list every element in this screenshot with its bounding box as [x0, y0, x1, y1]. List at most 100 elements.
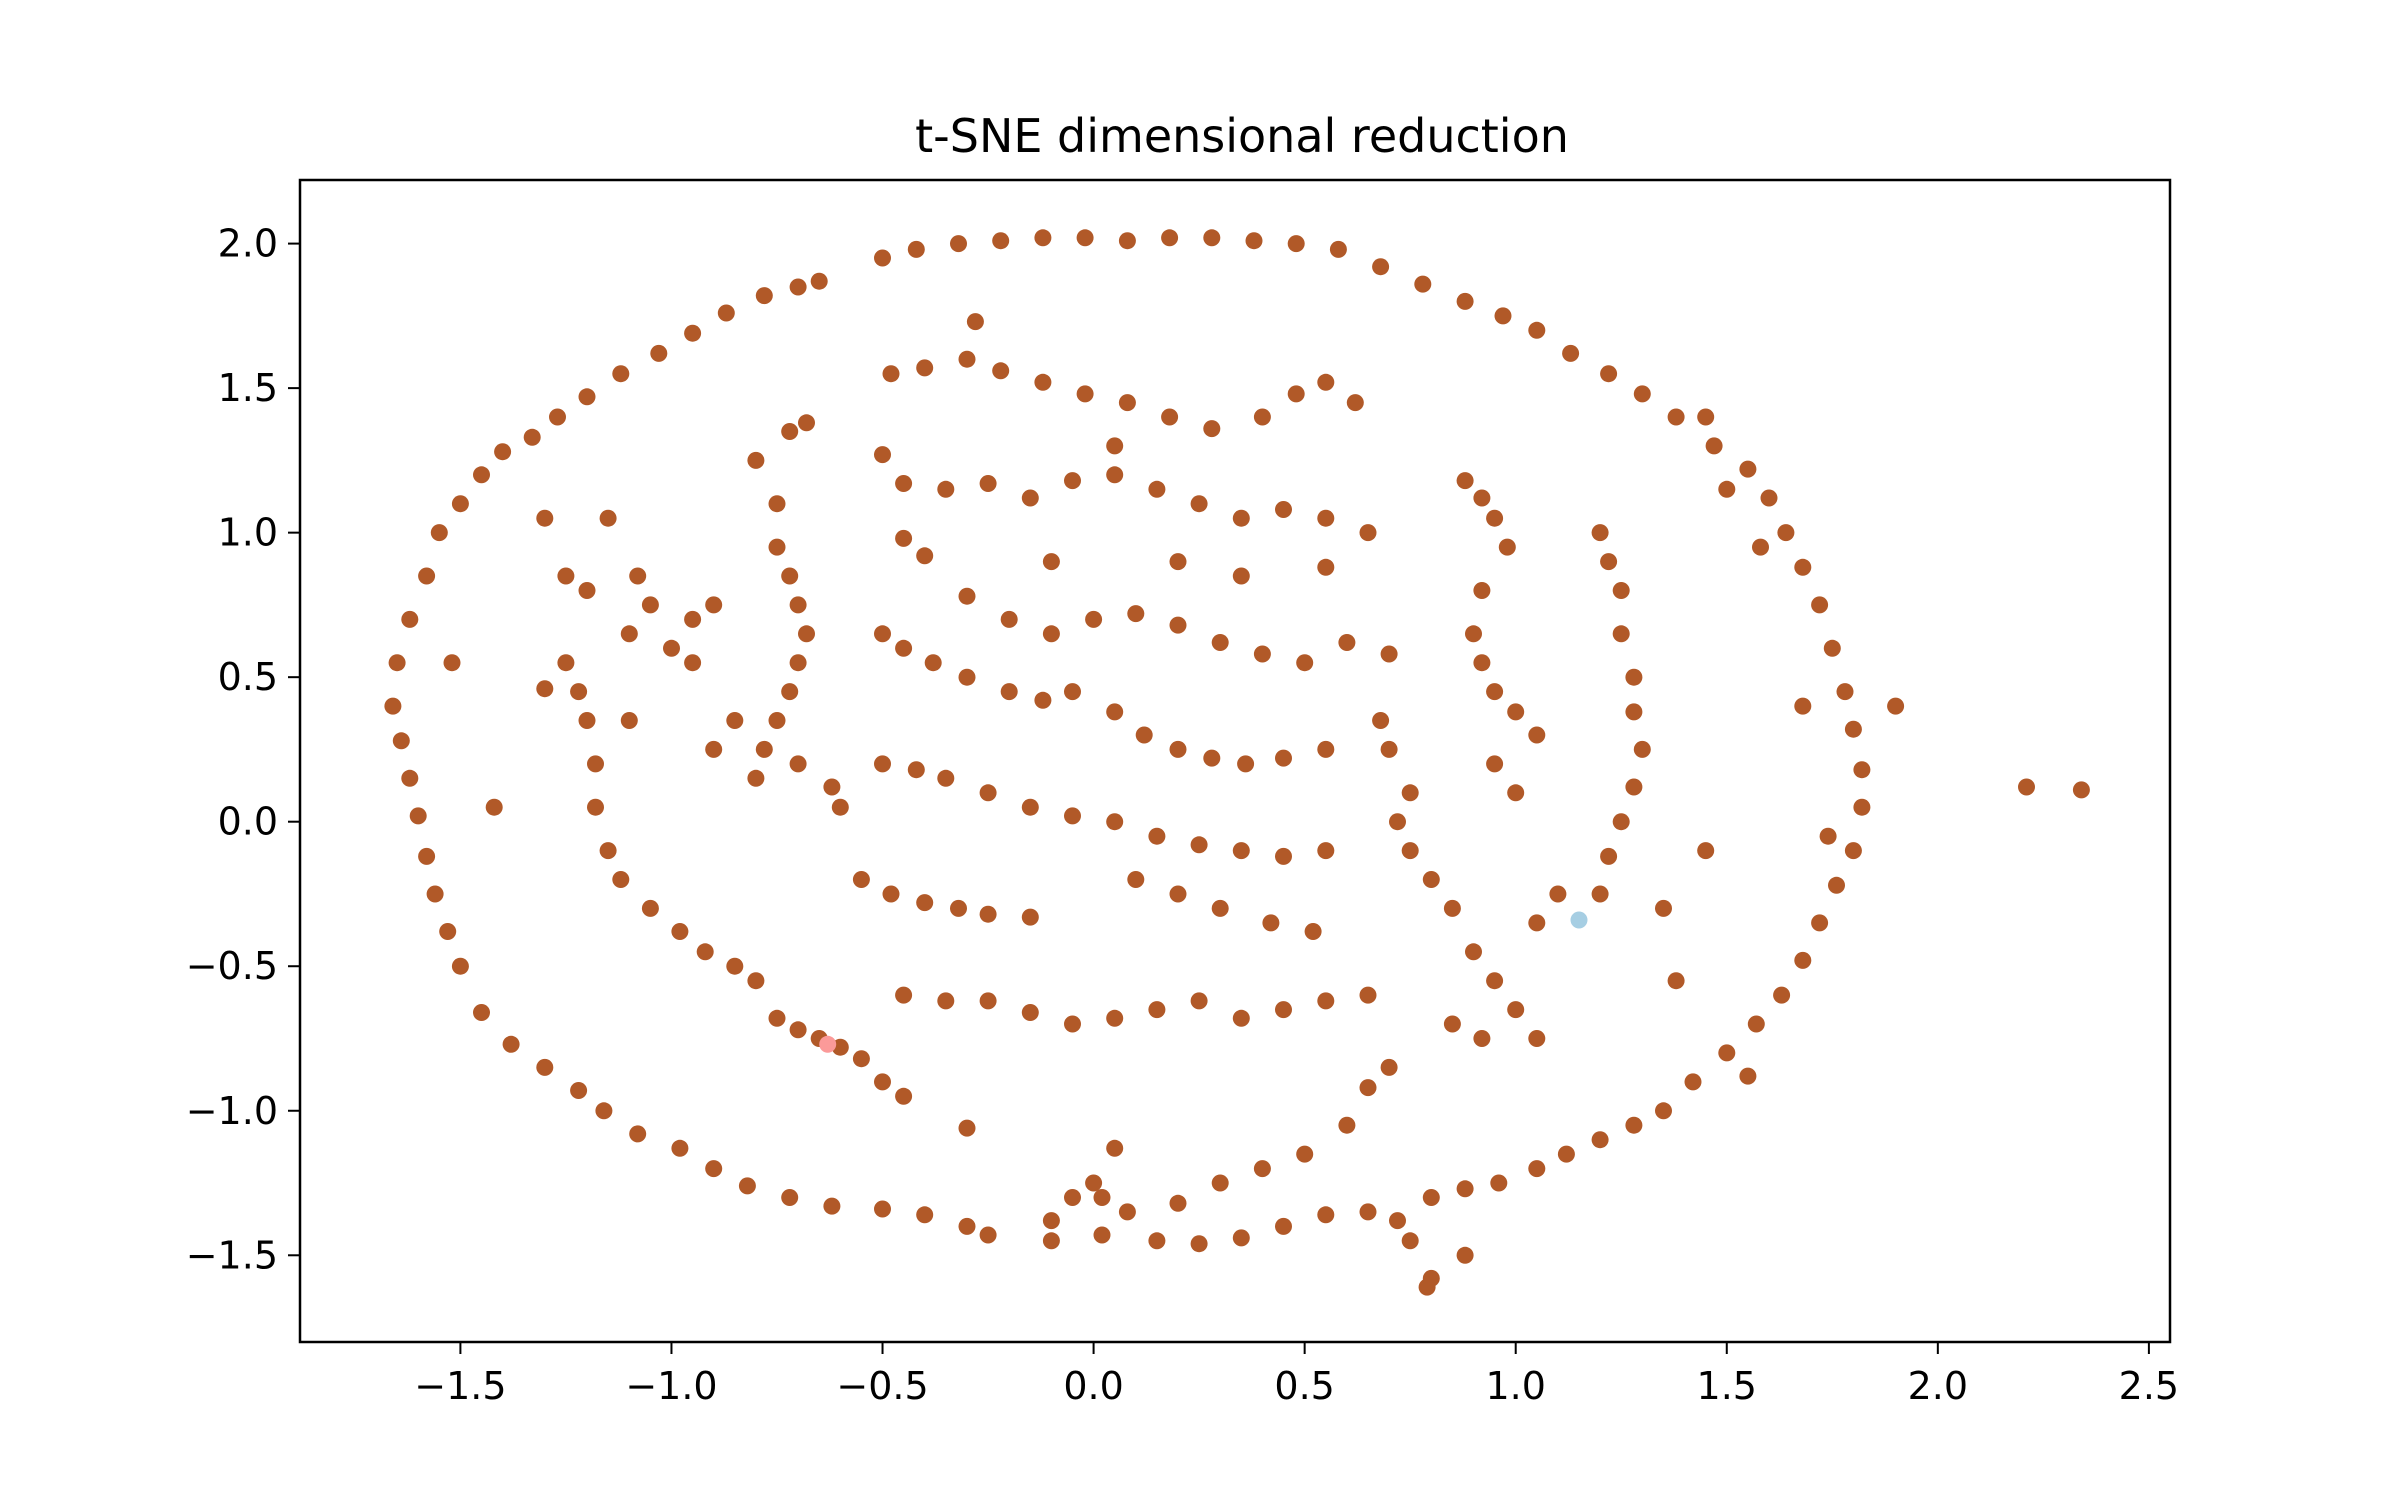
- scatter-point: [549, 408, 566, 426]
- scatter-point: [1465, 625, 1482, 643]
- scatter-point: [1844, 842, 1862, 860]
- scatter-point: [1253, 645, 1271, 663]
- scatter-point: [1697, 408, 1715, 426]
- scatter-point: [1211, 899, 1229, 917]
- scatter-point: [1287, 385, 1305, 403]
- scatter-point: [1317, 1206, 1335, 1224]
- scatter-point: [1021, 798, 1039, 816]
- scatter-point: [671, 923, 689, 940]
- scatter-point: [418, 847, 436, 865]
- scatter-point: [1190, 836, 1208, 854]
- scatter-point: [924, 654, 942, 672]
- scatter-point: [1655, 899, 1672, 917]
- scatter-point: [781, 423, 799, 440]
- scatter-point: [937, 480, 955, 498]
- scatter-point: [1262, 914, 1280, 932]
- scatter-point: [1106, 466, 1124, 484]
- scatter-point: [1528, 321, 1546, 339]
- scatter-point: [1853, 761, 1871, 779]
- scatter-point: [755, 740, 773, 758]
- scatter-point: [536, 680, 554, 698]
- scatter-point: [1118, 232, 1136, 250]
- scatter-point: [768, 1009, 786, 1027]
- scatter-point: [641, 899, 659, 917]
- scatter-point: [473, 466, 490, 484]
- scatter-point: [1317, 740, 1335, 758]
- scatter-point: [1042, 625, 1060, 643]
- scatter-point: [1317, 509, 1335, 527]
- scatter-point: [1275, 1001, 1292, 1019]
- scatter-point: [768, 538, 786, 556]
- scatter-point: [1389, 813, 1406, 831]
- scatter-point: [1211, 634, 1229, 651]
- scatter-point: [1473, 582, 1491, 599]
- scatter-point: [1401, 784, 1419, 802]
- scatter-point: [1498, 538, 1516, 556]
- chart-title: t-SNE dimensional reduction: [915, 109, 1569, 163]
- scatter-point: [1456, 1180, 1474, 1198]
- scatter-point: [1844, 720, 1862, 738]
- scatter-point: [789, 1021, 807, 1039]
- scatter-point: [768, 712, 786, 729]
- scatter-point: [1667, 972, 1685, 990]
- scatter-point: [612, 871, 630, 888]
- scatter-point: [536, 1058, 554, 1076]
- scatter-point: [426, 885, 444, 903]
- scatter-point: [882, 365, 900, 383]
- scatter-point: [1127, 605, 1145, 623]
- scatter-point: [1203, 229, 1221, 247]
- scatter-point: [726, 957, 744, 975]
- scatter-point: [684, 610, 702, 628]
- scatter-point: [1304, 923, 1322, 940]
- scatter-point: [696, 943, 714, 961]
- scatter-point: [1064, 1015, 1081, 1033]
- scatter-point: [1118, 394, 1136, 412]
- scatter-point: [1359, 986, 1377, 1004]
- scatter-point: [1655, 1102, 1672, 1120]
- scatter-point: [1106, 703, 1124, 721]
- scatter-point: [823, 1197, 841, 1215]
- scatter-point: [1359, 1203, 1377, 1221]
- scatter-point: [852, 1050, 870, 1068]
- scatter-point: [2018, 778, 2035, 796]
- scatter-point: [1190, 495, 1208, 513]
- scatter-point: [1245, 232, 1263, 250]
- scatter-point: [1106, 437, 1124, 455]
- x-tick-label: −0.5: [836, 1364, 928, 1408]
- scatter-point: [1633, 740, 1651, 758]
- scatter-point: [979, 905, 997, 923]
- scatter-point: [439, 923, 457, 940]
- scatter-point: [798, 414, 815, 432]
- scatter-point: [1169, 885, 1187, 903]
- scatter-point: [1465, 943, 1482, 961]
- scatter-point: [1042, 1232, 1060, 1250]
- scatter-point: [798, 625, 815, 643]
- scatter-point: [1823, 639, 1841, 657]
- scatter-point: [1380, 1058, 1398, 1076]
- scatter-point: [599, 509, 617, 527]
- scatter-point: [979, 992, 997, 1010]
- y-tick-label: 0.5: [218, 655, 278, 699]
- scatter-point: [1739, 460, 1757, 478]
- scatter-point: [1275, 501, 1292, 518]
- scatter-point: [1794, 697, 1812, 715]
- x-tick-label: −1.0: [625, 1364, 717, 1408]
- scatter-point: [882, 885, 900, 903]
- y-tick-label: 0.0: [218, 800, 278, 844]
- scatter-point: [1705, 437, 1723, 455]
- scatter-point: [1253, 1160, 1271, 1178]
- scatter-point: [1372, 712, 1390, 729]
- scatter-point: [1507, 703, 1525, 721]
- scatter-point: [1359, 524, 1377, 542]
- scatter-point: [1232, 1009, 1250, 1027]
- scatter-point: [1093, 1189, 1111, 1206]
- scatter-point: [747, 769, 765, 787]
- scatter-point: [1401, 842, 1419, 860]
- scatter-point: [587, 755, 604, 773]
- scatter-point: [1372, 258, 1390, 276]
- scatter-point: [1422, 871, 1440, 888]
- scatter-point: [1486, 972, 1504, 990]
- scatter-point: [1135, 726, 1153, 744]
- scatter-point: [430, 524, 448, 542]
